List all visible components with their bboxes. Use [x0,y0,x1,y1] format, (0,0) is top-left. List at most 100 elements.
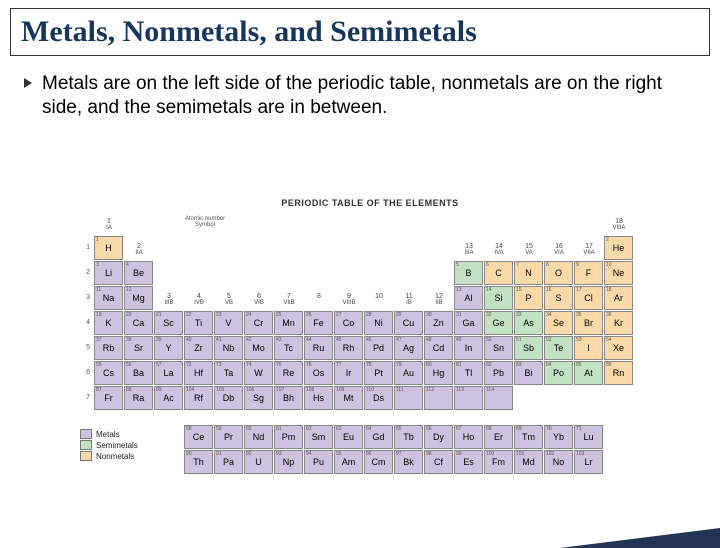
element-cell: 26Fe [304,311,333,335]
element-cell: 103Lr [574,450,603,474]
element-cell: 110Ds [364,386,393,410]
element-cell: 60Nd [244,425,273,449]
element-cell: 84Po [544,361,573,385]
element-cell: 104Rf [184,386,213,410]
group-label: 17VIIA [574,243,604,256]
group-label: 10 [364,293,394,300]
element-cell: 46Pd [364,336,393,360]
element-cell: 45Rh [334,336,363,360]
element-cell: 71Lu [574,425,603,449]
element-cell: 57La [154,361,183,385]
element-cell: 35Br [574,311,603,335]
element-cell: 25Mn [274,311,303,335]
element-cell: 111 [394,386,423,410]
element-cell: 8O [544,261,573,285]
group-label: 8 [304,293,334,300]
period-label: 3 [78,294,90,301]
element-cell: 53I [574,336,603,360]
legend-item: Semimetals [80,440,138,450]
element-cell: 17Cl [574,286,603,310]
element-cell: 21Sc [154,311,183,335]
group-label: 7VIIB [274,293,304,306]
element-cell: 72Hf [184,361,213,385]
element-cell: 3Li [94,261,123,285]
element-cell: 105Db [214,386,243,410]
element-cell: 77Ir [334,361,363,385]
group-label: 5VB [214,293,244,306]
element-cell: 93Np [274,450,303,474]
element-cell: 47Ag [394,336,423,360]
period-label: 4 [78,319,90,326]
element-cell: 27Co [334,311,363,335]
element-cell: 107Bh [274,386,303,410]
legend-item: Metals [80,429,138,439]
element-cell: 65Tb [394,425,423,449]
element-cell: 40Zr [184,336,213,360]
group-label: 13IIIA [454,243,484,256]
element-cell: 32Ge [484,311,513,335]
element-cell: 36Kr [604,311,633,335]
element-cell: 89Ac [154,386,183,410]
element-cell: 108Hs [304,386,333,410]
period-label: 1 [78,244,90,251]
element-cell: 59Pr [214,425,243,449]
group-label: 15VA [514,243,544,256]
element-cell: 2He [604,236,633,260]
element-cell: 7N [514,261,543,285]
group-label: 11IB [394,293,424,306]
group-label: 1IA [94,218,124,231]
element-cell: 30Zn [424,311,453,335]
element-cell: 85At [574,361,603,385]
element-cell: 78Pt [364,361,393,385]
element-cell: 52Te [544,336,573,360]
element-cell: 22Ti [184,311,213,335]
group-label: 3IIIB [154,293,184,306]
element-cell: 23V [214,311,243,335]
element-cell: 75Re [274,361,303,385]
element-cell: 38Sr [124,336,153,360]
element-cell: 55Cs [94,361,123,385]
element-cell: 106Sg [244,386,273,410]
element-cell: 87Fr [94,386,123,410]
element-cell: 51Sb [514,336,543,360]
slide-title-frame: Metals, Nonmetals, and Semimetals [10,8,710,56]
element-cell: 16S [544,286,573,310]
element-cell: 73Ta [214,361,243,385]
element-cell: 24Cr [244,311,273,335]
element-cell: 1H [94,236,123,260]
element-cell: 74W [244,361,273,385]
element-cell: 33As [514,311,543,335]
element-cell: 114 [484,386,513,410]
element-cell: 94Pu [304,450,333,474]
group-label: 6VIB [244,293,274,306]
element-cell: 18Ar [604,286,633,310]
period-label: 7 [78,394,90,401]
group-label: 4IVB [184,293,214,306]
element-cell: 69Tm [514,425,543,449]
element-cell: 81Tl [454,361,483,385]
element-cell: 67Ho [454,425,483,449]
period-label: 2 [78,269,90,276]
element-cell: 13Al [454,286,483,310]
element-cell: 90Th [184,450,213,474]
bullet-text: Metals are on the left side of the perio… [42,72,702,120]
element-cell: 102No [544,450,573,474]
element-cell: 6C [484,261,513,285]
slide-title: Metals, Nonmetals, and Semimetals [21,15,699,49]
group-label: 14IVA [484,243,514,256]
element-cell: 29Cu [394,311,423,335]
period-label: 5 [78,344,90,351]
triangle-bullet-icon [24,78,32,88]
element-cell: 58Ce [184,425,213,449]
element-cell: 5B [454,261,483,285]
element-cell: 113 [454,386,483,410]
element-cell: 101Md [514,450,543,474]
element-cell: 80Hg [424,361,453,385]
element-cell: 96Cm [364,450,393,474]
periodic-table-chart: PERIODIC TABLE OF THE ELEMENTS Atomic nu… [80,198,660,504]
element-cell: 11Na [94,286,123,310]
slide-corner-decoration [560,528,720,548]
element-cell: 70Yb [544,425,573,449]
element-cell: 34Se [544,311,573,335]
element-cell: 62Sm [304,425,333,449]
